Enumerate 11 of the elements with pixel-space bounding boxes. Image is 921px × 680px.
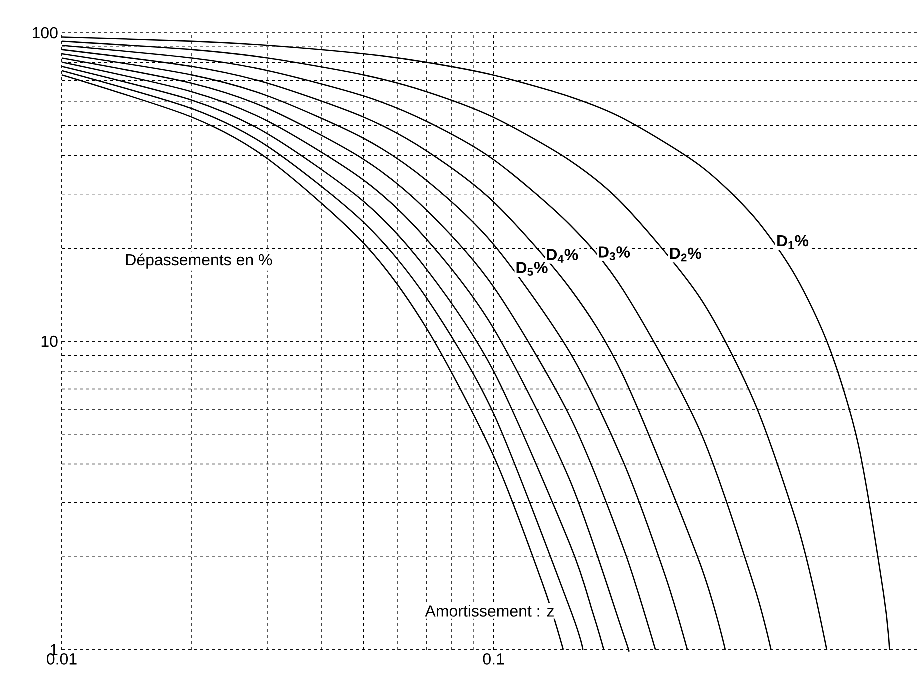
text: D$_{3}$% — [599, 246, 630, 260]
text: D$_{2}$% — [670, 248, 702, 262]
x-axis-title: Amortissement : z — [425, 605, 554, 617]
y-tick-label: 100 — [32, 27, 58, 39]
text: D$_{1}$% — [778, 235, 809, 250]
x-tick-label: 0.01 — [47, 654, 77, 665]
x-tick-label: 0.1 — [483, 654, 504, 665]
y-axis-title: Dépassements en % — [126, 254, 272, 269]
y-tick-label: 10 — [42, 336, 58, 348]
text: D$_{4}$% — [547, 249, 578, 263]
text: D$_{5}$% — [516, 262, 548, 276]
